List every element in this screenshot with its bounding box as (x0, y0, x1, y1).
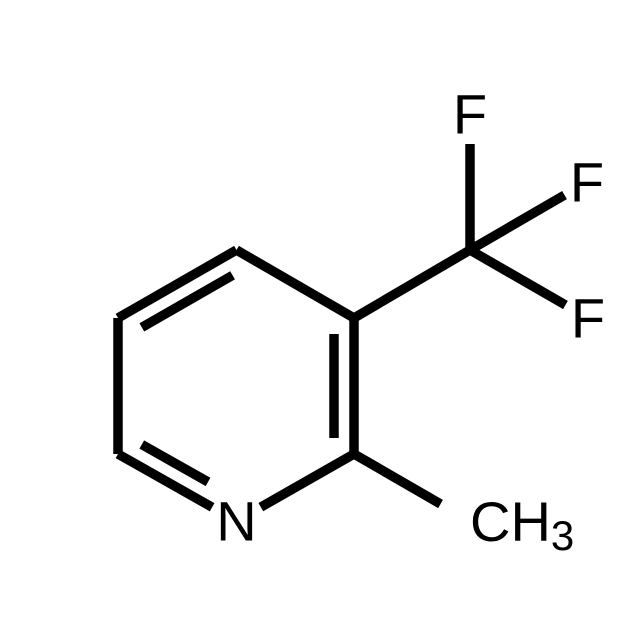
bond-line (354, 250, 470, 318)
bond-line (261, 454, 354, 507)
bond-line (470, 195, 565, 250)
atom-label-sub: 3 (551, 512, 574, 559)
atom-label-N1: N (216, 490, 256, 553)
bond-line (470, 250, 565, 305)
molecule-canvas: N CH3 F F F (0, 0, 640, 617)
bond-line (237, 250, 355, 318)
atom-label-F2: F (453, 83, 487, 146)
atom-label-F3: F (570, 151, 604, 214)
atom-label-CH3: CH3 (470, 490, 574, 559)
bond-line (354, 454, 441, 504)
atom-label-main: CH (470, 490, 551, 553)
atom-label-F1: F (571, 287, 605, 350)
